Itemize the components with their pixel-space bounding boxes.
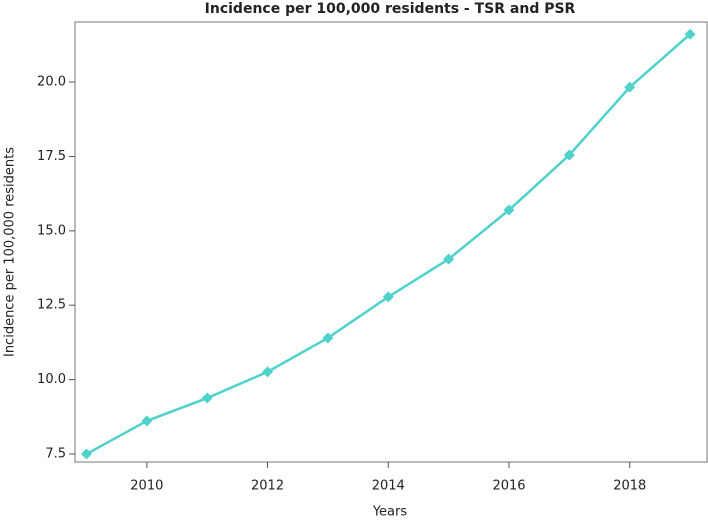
y-tick-label: 7.5 xyxy=(45,446,66,461)
x-tick-label: 2016 xyxy=(492,479,525,494)
marker xyxy=(624,81,636,93)
chart-title: Incidence per 100,000 residents - TSR an… xyxy=(205,1,576,17)
marker xyxy=(563,149,575,161)
marker xyxy=(503,204,515,216)
line xyxy=(85,33,691,456)
marker xyxy=(382,291,394,303)
x-axis-label: Years xyxy=(372,505,408,520)
x-tick-label: 2010 xyxy=(130,479,163,494)
marker xyxy=(141,415,153,427)
marker xyxy=(80,448,92,460)
marker xyxy=(443,253,455,265)
x-tick-label: 2014 xyxy=(372,479,405,494)
y-tick-label: 12.5 xyxy=(37,298,66,313)
y-tick-label: 15.0 xyxy=(37,223,66,238)
y-tick-label: 17.5 xyxy=(37,149,66,164)
x-tick-label: 2018 xyxy=(613,479,646,494)
x-tick-label: 2012 xyxy=(251,479,284,494)
marker xyxy=(322,332,334,344)
marker xyxy=(262,366,274,378)
marker xyxy=(684,28,696,40)
plot-frame xyxy=(74,21,708,463)
y-axis-label: Incidence per 100,000 residents xyxy=(3,147,18,357)
marker xyxy=(201,392,213,404)
y-tick-label: 10.0 xyxy=(37,372,66,387)
y-tick-label: 20.0 xyxy=(37,75,66,90)
